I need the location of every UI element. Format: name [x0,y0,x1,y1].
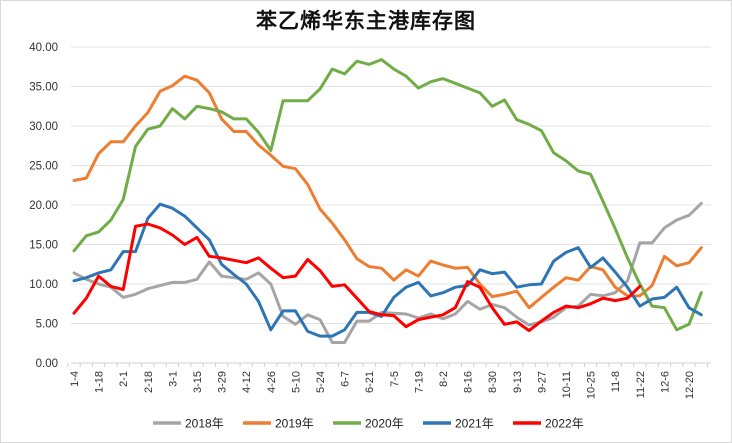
x-tick-label: 1-18 [94,371,106,393]
x-tick-label: 9-27 [536,371,548,393]
x-tick-label: 7-19 [413,371,425,393]
x-tick-label: 7-5 [389,371,401,387]
x-tick-label: 2-18 [143,371,155,393]
x-tick-label: 11-22 [635,371,647,398]
y-tick-label: 35.00 [29,82,58,94]
y-tick-label: 40.00 [29,42,58,54]
y-tick-label: 20.00 [29,200,58,212]
x-tick-label: 8-2 [438,371,450,387]
x-tick-label: 10-11 [561,371,573,398]
y-tick-label: 30.00 [29,121,58,133]
legend-item: 2019年 [243,417,314,431]
x-tick-label: 4-12 [241,371,253,393]
series-line-2019年 [72,74,703,310]
x-tick-label: 12-6 [659,371,671,393]
x-tick-label: 2-1 [118,371,130,387]
x-tick-label: 3-1 [167,371,179,387]
legend-item: 2021年 [423,417,494,431]
legend-label: 2019年 [275,417,314,431]
x-tick-label: 5-24 [315,371,327,393]
series-line-2022年 [72,222,642,333]
legend-label: 2021年 [455,417,494,431]
x-tick-label: 6-7 [340,371,352,387]
legend-item: 2022年 [513,417,584,431]
x-tick-label: 12-20 [684,371,696,399]
x-tick-label: 4-26 [266,371,278,393]
y-tick-label: 5.00 [36,319,58,331]
chart-title: 苯乙烯华东主港库存图 [256,9,476,33]
x-tick-label: 3-29 [217,371,229,393]
x-tick-label: 10-25 [586,371,598,399]
x-tick-label: 6-21 [364,371,376,393]
x-tick-label: 3-15 [192,371,204,393]
series-line-2020年 [72,58,703,332]
series-line-2018年 [72,201,703,344]
x-tick-label: 11-8 [610,371,622,392]
x-tick-label: 8-30 [487,371,499,393]
y-tick-label: 10.00 [29,279,58,291]
x-tick-label: 8-16 [463,371,475,393]
x-tick-label: 5-10 [290,371,302,393]
legend-label: 2018年 [185,417,224,431]
y-tick-label: 25.00 [29,161,58,173]
y-tick-label: 0.00 [36,358,58,370]
legend-label: 2022年 [545,417,584,431]
x-tick-label: 1-4 [69,371,81,387]
y-tick-label: 15.00 [29,240,58,252]
legend-item: 2018年 [153,417,224,431]
legend-label: 2020年 [365,417,404,431]
series-line-2021年 [72,202,703,338]
legend-item: 2020年 [333,417,404,431]
x-tick-label: 9-13 [512,371,524,393]
